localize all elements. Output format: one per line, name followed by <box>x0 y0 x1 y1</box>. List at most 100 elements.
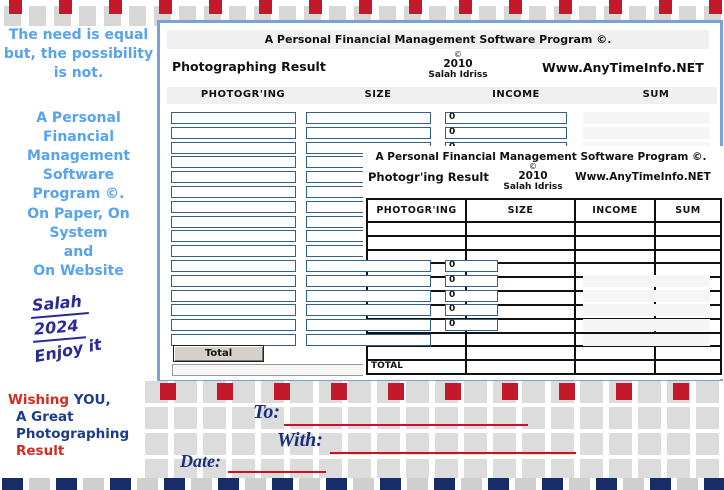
top-checker-border <box>0 0 724 27</box>
sidebar-line: Program ©. <box>32 186 125 202</box>
total-button[interactable]: Total <box>173 345 264 362</box>
input-income[interactable]: 0 <box>445 275 498 287</box>
window2-website: Www.AnyTimeInfo.NET <box>575 171 711 183</box>
input-photogring[interactable] <box>171 275 296 287</box>
table-header-sum: SUM <box>675 205 701 216</box>
input-size[interactable] <box>306 260 431 272</box>
input-income[interactable]: 0 <box>445 112 567 124</box>
table-header-photogr'ing: PHOTOGR'ING <box>368 200 467 221</box>
table-cell <box>467 223 576 235</box>
input-photogring[interactable] <box>171 171 296 183</box>
input-income[interactable]: 0 <box>445 127 567 139</box>
copyright-author: Salah Idriss <box>428 70 488 80</box>
mail-date-label: Date: <box>180 451 221 471</box>
table-header-income: INCOME <box>576 200 656 221</box>
input-photogring[interactable] <box>171 112 296 124</box>
table-cell <box>576 236 656 249</box>
wishing-word2: YOU, <box>69 392 111 408</box>
input-photogring[interactable] <box>171 216 296 228</box>
table-cell <box>368 223 467 235</box>
input-photogring[interactable] <box>171 186 296 198</box>
bottom-checker-border <box>0 478 724 490</box>
window1-result-label: Photographing Result <box>172 59 326 74</box>
window1-website: Www.AnyTimeInfo.NET <box>542 60 704 75</box>
column-header-size: SIZE <box>364 89 392 100</box>
input-photogring[interactable] <box>171 260 296 272</box>
table-cell <box>368 236 467 249</box>
input-size[interactable] <box>306 127 431 139</box>
input-photogring[interactable] <box>171 245 296 257</box>
sidebar-quote: The need is equal but, the possibility is … <box>0 26 157 83</box>
table-cell <box>368 347 467 360</box>
input-photogring[interactable] <box>171 156 296 168</box>
input-income[interactable]: 0 <box>445 319 498 331</box>
table-cell <box>576 347 656 360</box>
sum-output-field <box>583 275 710 287</box>
sidebar-line: A Personal Financial <box>36 110 121 145</box>
input-size[interactable] <box>306 334 431 346</box>
table-row <box>368 236 720 251</box>
mail-to-line <box>284 424 528 426</box>
sum-output-field <box>583 112 710 124</box>
input-size[interactable] <box>306 319 431 331</box>
table-cell <box>467 333 576 346</box>
table-cell <box>576 223 656 235</box>
table-total-row: TOTAL <box>368 361 720 373</box>
sidebar-line: Management Software <box>26 148 131 183</box>
table-cell <box>467 264 576 277</box>
input-income[interactable]: 0 <box>445 260 498 272</box>
sum-output-field <box>583 304 710 316</box>
mail-date-line <box>228 471 326 473</box>
window2-title: A Personal Financial Management Software… <box>375 151 707 163</box>
table-cell <box>368 333 467 346</box>
table-cell <box>467 236 576 249</box>
input-photogring[interactable] <box>171 142 296 154</box>
column-header-photogr'ing: PHOTOGR'ING <box>200 89 286 100</box>
input-size[interactable] <box>306 304 431 316</box>
input-photogring[interactable] <box>171 201 296 213</box>
copyright-year: 2010 <box>443 58 473 70</box>
input-income[interactable]: 0 <box>445 304 498 316</box>
window2-result-label: Photogr'ing Result <box>368 170 489 184</box>
input-size[interactable] <box>306 290 431 302</box>
sum-output-field <box>583 127 710 139</box>
table-cell <box>467 347 576 360</box>
sidebar-program-name: A Personal Financial Management Software P… <box>0 109 157 204</box>
window1-title: A Personal Financial Management Software… <box>167 30 709 49</box>
input-income[interactable]: 0 <box>445 290 498 302</box>
sidebar-line: is not. <box>53 65 104 81</box>
table-cell <box>467 319 576 332</box>
table-cell <box>467 278 576 291</box>
column-header-sum: SUM <box>642 89 670 100</box>
table-cell <box>656 361 720 373</box>
input-photogring[interactable] <box>171 127 296 139</box>
input-photogring[interactable] <box>171 304 296 316</box>
sum-output-field <box>583 334 710 346</box>
wishing-line2: A Great <box>16 409 74 425</box>
input-size[interactable] <box>306 112 431 124</box>
table-cell <box>467 305 576 318</box>
sidebar-platforms: On Paper, On System and On Website <box>0 205 157 281</box>
window1-column-headers: PHOTOGR'ING SIZE INCOME SUM <box>167 87 717 104</box>
table-cell <box>656 347 720 359</box>
input-photogring[interactable] <box>171 319 296 331</box>
sidebar-line: The need is equal <box>8 27 149 43</box>
sum-output-field <box>583 290 710 302</box>
input-size[interactable] <box>306 275 431 287</box>
table-cell <box>576 250 656 263</box>
copyright-year: 2010 <box>518 170 548 182</box>
copyright-author: Salah Idriss <box>503 182 563 192</box>
table-cell <box>467 292 576 304</box>
wishing-message: Wishing YOU, A Great Photographing Resul… <box>8 392 129 460</box>
sum-output-field <box>583 319 710 331</box>
window1-copyright: © 2010 Salah Idriss <box>418 51 498 81</box>
copyright-icon: © <box>529 162 537 171</box>
table-cell <box>656 223 720 235</box>
input-photogring[interactable] <box>171 290 296 302</box>
input-photogring[interactable] <box>171 230 296 242</box>
table-header-size: SIZE <box>467 200 576 221</box>
mail-to-label: To: <box>253 401 281 423</box>
window2-table-header: PHOTOGR'ING SIZE INCOME SUM <box>368 200 720 223</box>
sidebar-line: but, the possibility <box>3 46 154 62</box>
